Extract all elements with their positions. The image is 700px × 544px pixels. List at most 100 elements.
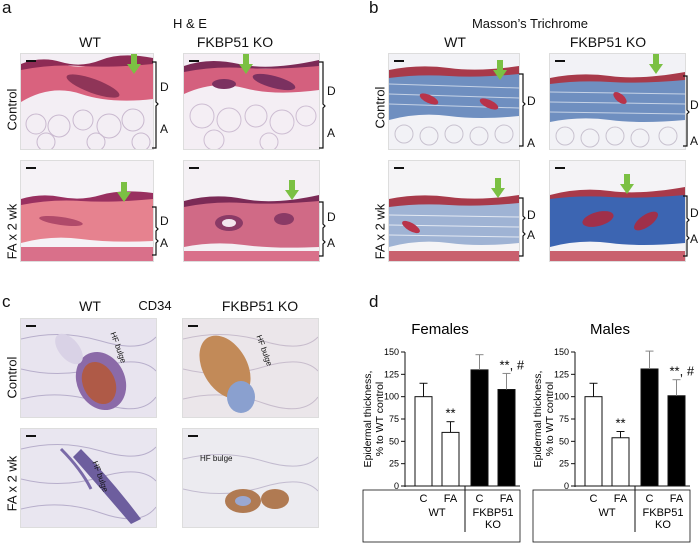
significance-label: **, # <box>500 357 525 372</box>
he-ko-fa-image <box>183 160 320 262</box>
y-axis-label: Epidermal thickness,% to WT control <box>362 371 386 468</box>
layer-d-label: D <box>327 84 336 98</box>
green-arrow-icon <box>493 60 507 80</box>
scale-bar <box>26 60 36 62</box>
group-label: FKBP51 <box>643 507 684 519</box>
cd34-ko-control-image <box>182 318 319 418</box>
panel-b-col-wt: WT <box>444 34 466 50</box>
panel-c-row-control: Control <box>4 356 20 399</box>
panel-a-title: H & E <box>173 16 207 31</box>
scale-bar <box>555 167 565 169</box>
bar <box>414 396 433 487</box>
panel-b-title: Masson’s Trichrome <box>471 16 589 31</box>
panel-a-letter: a <box>2 0 12 17</box>
group-label: WT <box>428 507 445 519</box>
mt-wt-fa-image <box>388 160 520 262</box>
significance-label: **, # <box>670 364 695 379</box>
green-arrow-icon <box>117 182 131 202</box>
panel-c-title: CD34 <box>138 298 172 313</box>
green-arrow-icon <box>239 54 253 74</box>
layer-d-label: D <box>327 210 336 224</box>
layer-a-label: A <box>160 236 169 250</box>
x-tick-label: FA <box>444 493 458 505</box>
axis-frame <box>362 489 521 543</box>
he-wt-control-image <box>20 53 154 150</box>
y-tick-label: 100 <box>384 392 399 402</box>
panel-c-row-fa: FA x 2 wk <box>4 455 20 512</box>
layer-a-label: A <box>527 228 536 242</box>
layer-d-label: D <box>527 94 536 108</box>
layer-brace-icon <box>152 61 159 149</box>
axis-frame <box>532 489 691 543</box>
significance-label: ** <box>445 406 455 421</box>
scale-bar <box>189 60 199 62</box>
y-tick-label: 0 <box>564 481 569 491</box>
panel-c-col-wt: WT <box>79 298 101 314</box>
scale-bar <box>188 435 198 437</box>
layer-brace-icon <box>519 197 526 257</box>
he-wt-fa-image <box>20 160 154 262</box>
layer-a-label: A <box>160 122 169 136</box>
mt-ko-fa-image <box>549 160 686 262</box>
y-tick-label: 50 <box>389 436 399 446</box>
panel-c-letter: c <box>2 292 11 311</box>
y-tick-label: 75 <box>389 414 399 424</box>
green-arrow-icon <box>127 54 141 74</box>
group-label: FKBP51 <box>473 507 514 519</box>
panel-a-row-control: Control <box>4 88 20 131</box>
layer-a-label: A <box>527 136 536 150</box>
green-arrow-icon <box>620 174 634 194</box>
scale-bar <box>26 167 36 169</box>
cd34-wt-fa-image <box>20 428 157 528</box>
bar <box>640 368 659 487</box>
scale-bar <box>188 325 198 327</box>
y-axis-label: Epidermal thickness,% to WT control <box>532 371 556 468</box>
x-tick-label: C <box>590 493 598 505</box>
bar <box>667 395 686 487</box>
layer-brace-icon <box>519 73 526 147</box>
layer-brace-icon <box>683 195 690 257</box>
cd34-ko-fa-image <box>182 428 319 528</box>
panel-b-letter: b <box>369 0 379 17</box>
green-arrow-icon <box>649 54 663 74</box>
chart-title: Females <box>411 321 469 338</box>
layer-d-label: D <box>160 80 169 94</box>
panel-a-col-ko: FKBP51 KO <box>196 34 274 50</box>
chart-title: Males <box>590 321 630 338</box>
x-tick-label: C <box>420 493 428 505</box>
group-label: WT <box>598 507 615 519</box>
panel-b-row-fa: FA x 2 wk <box>372 203 388 260</box>
green-arrow-icon <box>285 180 299 200</box>
panel-c-col-ko: FKBP51 KO <box>221 298 299 314</box>
layer-brace-icon <box>319 61 326 149</box>
layer-brace-icon <box>319 201 326 257</box>
bar <box>611 437 630 487</box>
scale-bar <box>26 435 36 437</box>
mt-ko-control-image <box>549 53 686 150</box>
mt-wt-control-image <box>388 53 520 150</box>
group-label: KO <box>485 519 501 531</box>
green-arrow-icon <box>491 178 505 198</box>
group-label: KO <box>655 519 671 531</box>
layer-brace-icon <box>152 206 159 256</box>
panel-a-col-wt: WT <box>79 34 101 50</box>
cd34-wt-control-image <box>20 318 157 418</box>
layer-a-label: A <box>327 126 336 140</box>
layer-d-label: D <box>160 214 169 228</box>
epidermal-thickness-charts: Females Epidermal thickness,% to WT contr… <box>362 321 695 543</box>
x-tick-label: FA <box>670 493 684 505</box>
y-tick-label: 50 <box>559 436 569 446</box>
scale-bar <box>26 325 36 327</box>
y-tick-label: 125 <box>384 369 399 379</box>
panel-b-col-ko: FKBP51 KO <box>569 34 647 50</box>
panel-b-row-control: Control <box>372 86 388 129</box>
y-tick-label: 125 <box>554 369 569 379</box>
y-tick-label: 0 <box>394 481 399 491</box>
bar <box>441 431 460 487</box>
y-tick-label: 25 <box>559 459 569 469</box>
layer-d-label: D <box>690 98 699 112</box>
bar <box>470 369 489 487</box>
x-tick-label: C <box>646 493 654 505</box>
y-tick-label: 75 <box>559 414 569 424</box>
layer-d-label: D <box>527 208 536 222</box>
